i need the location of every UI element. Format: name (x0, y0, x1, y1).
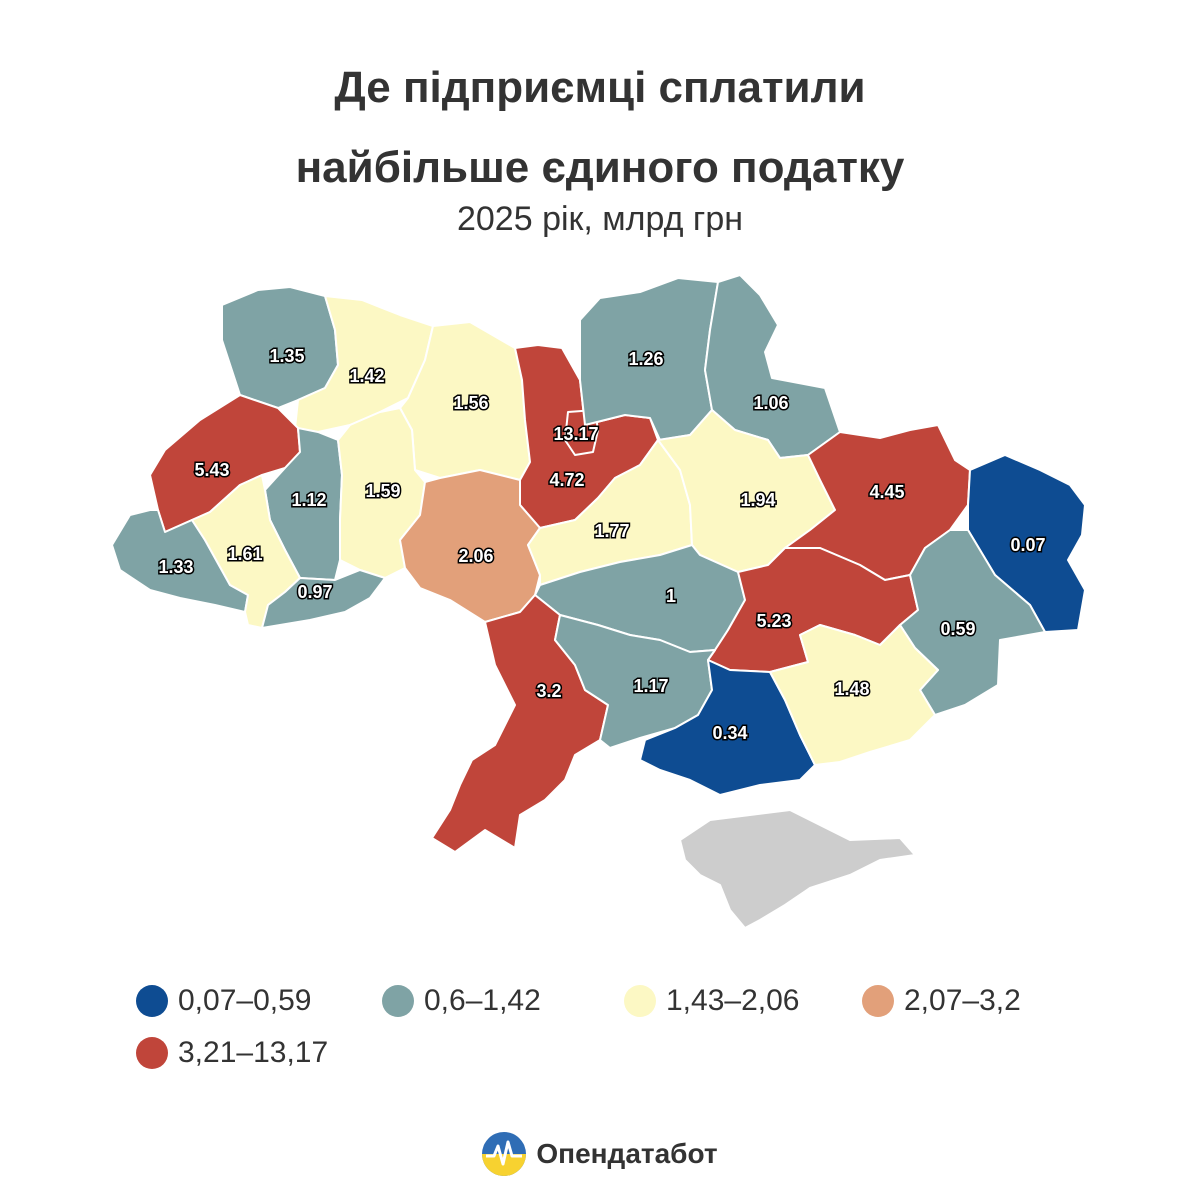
brand-name: Опендатабот (536, 1138, 718, 1169)
legend-item-2: 0,6–1,42 (382, 984, 541, 1018)
value-label-ternopil: 1.12 (291, 490, 326, 510)
value-label-chernivtsi: 0.97 (297, 582, 332, 602)
value-label-odesa: 3.2 (536, 681, 561, 701)
legend-item-4: 2,07–3,2 (862, 984, 1021, 1018)
region-kherson[interactable] (639, 659, 816, 796)
value-label-luhansk: 0.07 (1010, 535, 1045, 555)
opendatabot-logo-icon (482, 1132, 527, 1176)
value-label-cherkasy: 1.77 (594, 521, 629, 541)
title-line-2: найбільше єдиного податку (295, 143, 905, 192)
value-label-kirovohrad: 1 (666, 586, 676, 606)
value-label-volyn: 1.35 (269, 346, 304, 366)
value-label-zakarpattia: 1.33 (158, 557, 193, 577)
value-label-zhytomyr: 1.56 (453, 393, 488, 413)
value-label-mykolaiv: 1.17 (633, 676, 668, 696)
legend-swatch (136, 1037, 168, 1069)
value-label-kharkiv: 4.45 (869, 482, 904, 502)
value-label-dnipropetrovsk: 5.23 (756, 611, 791, 631)
region-crimea (679, 809, 916, 929)
map-subtitle: 2025 рік, млрд грн (456, 200, 744, 238)
value-label-khmelnytskyi: 1.59 (365, 481, 400, 501)
value-label-vinnytsia: 2.06 (458, 546, 493, 566)
value-label-rivne: 1.42 (349, 366, 384, 386)
value-label-kyiv-city: 13.17 (553, 424, 598, 444)
value-label-donetsk: 0.59 (940, 619, 975, 639)
value-label-zaporizhzhia: 1.48 (834, 679, 869, 699)
legend-swatch (862, 985, 894, 1017)
legend-swatch (382, 985, 414, 1017)
legend-label: 1,43–2,06 (666, 984, 800, 1017)
title-line-1: Де підприємці сплатили (334, 63, 866, 112)
value-label-kyiv-oblast: 4.72 (549, 470, 584, 490)
region-chernivtsi[interactable] (261, 569, 386, 629)
value-label-poltava: 1.94 (740, 490, 775, 510)
legend-item-1: 0,07–0,59 (136, 984, 311, 1018)
map-title: Де підприємці сплатили найбільше єдиного… (0, 48, 1200, 208)
legend-item-3: 1,43–2,06 (624, 984, 799, 1018)
value-label-sumy: 1.06 (753, 393, 788, 413)
legend-swatch (624, 985, 656, 1017)
legend-label: 3,21–13,17 (178, 1036, 329, 1069)
legend-label: 0,07–0,59 (178, 984, 312, 1017)
value-label-lviv: 5.43 (194, 460, 229, 480)
region-zaporizhzhia[interactable] (769, 624, 939, 766)
legend-label: 2,07–3,2 (904, 984, 1021, 1017)
legend-item-5: 3,21–13,17 (136, 1036, 328, 1070)
value-label-kherson: 0.34 (712, 723, 747, 743)
brand: Опендатабот (0, 1132, 1200, 1176)
value-label-ivano-frankivsk: 1.61 (227, 544, 262, 564)
legend-swatch (136, 985, 168, 1017)
value-label-chernihiv: 1.26 (628, 349, 663, 369)
legend-label: 0,6–1,42 (424, 984, 541, 1017)
